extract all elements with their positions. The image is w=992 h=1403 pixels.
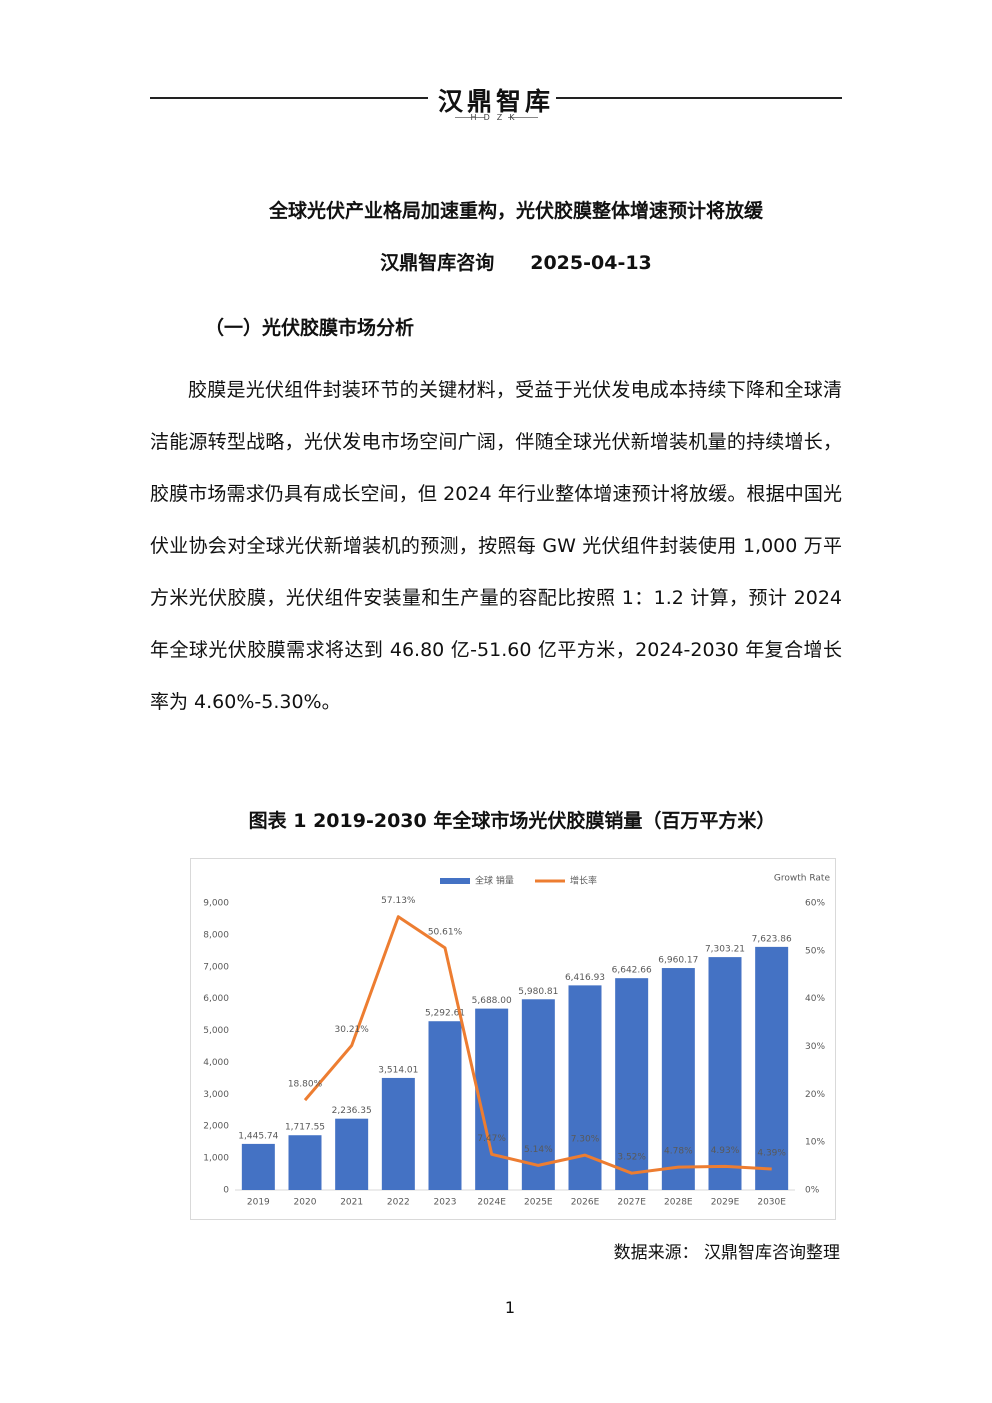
bar-value-label: 1,717.55 xyxy=(285,1123,325,1133)
bar-value-label: 6,960.17 xyxy=(658,956,698,966)
x-tick-label: 2020 xyxy=(294,1198,317,1208)
x-tick-label: 2027E xyxy=(617,1198,646,1208)
x-tick-label: 2023 xyxy=(434,1198,457,1208)
legend-label: 增长率 xyxy=(570,875,597,887)
chart: Growth Rate 0 1,000 2,000 3,000 4,000 5,000 6,… xyxy=(190,858,836,1220)
bar-value-label: 6,416.93 xyxy=(565,973,605,983)
y-tick-label: 1,000 xyxy=(203,1154,229,1164)
figure-caption: 图表 1 2019-2030 年全球市场光伏胶膜销量（百万平方米） xyxy=(248,810,776,832)
bar xyxy=(428,1021,462,1190)
x-tick-label: 2019 xyxy=(247,1198,270,1208)
x-tick-label: 2025E xyxy=(524,1198,553,1208)
bar xyxy=(381,1077,415,1190)
y-tick-label: 4,000 xyxy=(203,1058,229,1068)
paragraph: 胶膜是光伏组件封装环节的关键材料，受益于光伏发电成本持续下降和全球清洁能源转型战… xyxy=(150,379,842,713)
y-tick-label: 3,000 xyxy=(203,1090,229,1100)
section-heading: （一）光伏胶膜市场分析 xyxy=(205,317,415,339)
y2-tick-label: 20% xyxy=(805,1090,825,1100)
bar-value-label: 5,980.81 xyxy=(518,987,558,997)
bar-value-label: 3,514.01 xyxy=(378,1065,418,1075)
line-value-label: 7.47% xyxy=(477,1134,506,1144)
bar xyxy=(288,1135,322,1190)
legend-swatch xyxy=(440,878,470,884)
x-tick-label: 2030E xyxy=(757,1198,786,1208)
bar-value-label: 5,292.61 xyxy=(425,1009,465,1019)
bar xyxy=(615,978,649,1190)
y-tick-label: 8,000 xyxy=(203,930,229,940)
header-rule xyxy=(455,117,485,118)
doc-title: 全球光伏产业格局加速重构，光伏胶膜整体增速预计将放缓 xyxy=(268,200,763,222)
x-tick-label: 2029E xyxy=(711,1198,740,1208)
doc-meta: 汉鼎智库咨询 2025-04-13 xyxy=(0,248,992,275)
bar-value-label: 1,445.74 xyxy=(238,1131,278,1141)
brand: 汉鼎智库 xyxy=(437,87,554,116)
line xyxy=(303,915,772,1175)
line-value-label: 18.80% xyxy=(288,1080,323,1090)
bar-value-label: 5,688.00 xyxy=(472,996,512,1006)
author: 汉鼎智库咨询 xyxy=(380,252,495,274)
y2-axis-title: Growth Rate xyxy=(774,874,831,884)
header-rule xyxy=(556,97,842,99)
bar xyxy=(241,1143,275,1190)
y2-tick-label: 40% xyxy=(805,994,825,1004)
line-value-label: 50.61% xyxy=(428,927,463,937)
bar-value-label: 6,642.66 xyxy=(612,966,652,976)
line-value-label: 4.93% xyxy=(711,1146,740,1156)
y-tick-label: 9,000 xyxy=(203,899,229,909)
page-number: 1 xyxy=(504,1298,516,1317)
y2-tick-label: 10% xyxy=(805,1138,825,1148)
x-tick-label: 2021 xyxy=(340,1198,363,1208)
header-rule xyxy=(150,97,428,99)
line-value-label: 57.13% xyxy=(381,896,416,906)
line-value-label: 3.52% xyxy=(617,1153,646,1163)
bar-value-label: 7,303.21 xyxy=(705,945,745,955)
x-tick-label: 2026E xyxy=(571,1198,600,1208)
bar xyxy=(708,957,742,1190)
brand-sub: HDZK xyxy=(470,113,522,122)
x-tick-label: 2028E xyxy=(664,1198,693,1208)
y-tick-label: 0 xyxy=(223,1186,229,1196)
y2-tick-label: 50% xyxy=(805,946,825,956)
x-tick-label: 2024E xyxy=(477,1198,506,1208)
line-value-label: 30.21% xyxy=(335,1025,370,1035)
line-value-label: 7.30% xyxy=(571,1135,600,1145)
x-tick-label: 2022 xyxy=(387,1198,410,1208)
y2-tick-label: 30% xyxy=(805,1042,825,1052)
bar-value-label: 2,236.35 xyxy=(332,1106,372,1116)
date: 2025-04-13 xyxy=(530,252,652,274)
bar xyxy=(335,1118,369,1190)
line-value-label: 4.39% xyxy=(757,1149,786,1159)
y-tick-label: 6,000 xyxy=(203,994,229,1004)
bar-value-label: 7,623.86 xyxy=(752,934,792,944)
bar xyxy=(521,999,555,1190)
y2-tick-label: 60% xyxy=(805,899,825,909)
legend-label: 全球 销量 xyxy=(475,875,514,887)
y-tick-label: 2,000 xyxy=(203,1122,229,1132)
y-tick-label: 5,000 xyxy=(203,1026,229,1036)
y-tick-label: 7,000 xyxy=(203,962,229,972)
line-value-label: 4.78% xyxy=(664,1147,693,1157)
line-value-label: 5.14% xyxy=(524,1145,553,1155)
bar xyxy=(661,968,695,1190)
y2-tick-label: 0% xyxy=(805,1186,820,1196)
source-note: 数据来源： 汉鼎智库咨询整理 xyxy=(613,1243,840,1263)
bar xyxy=(755,946,789,1190)
header-rule xyxy=(508,117,538,118)
